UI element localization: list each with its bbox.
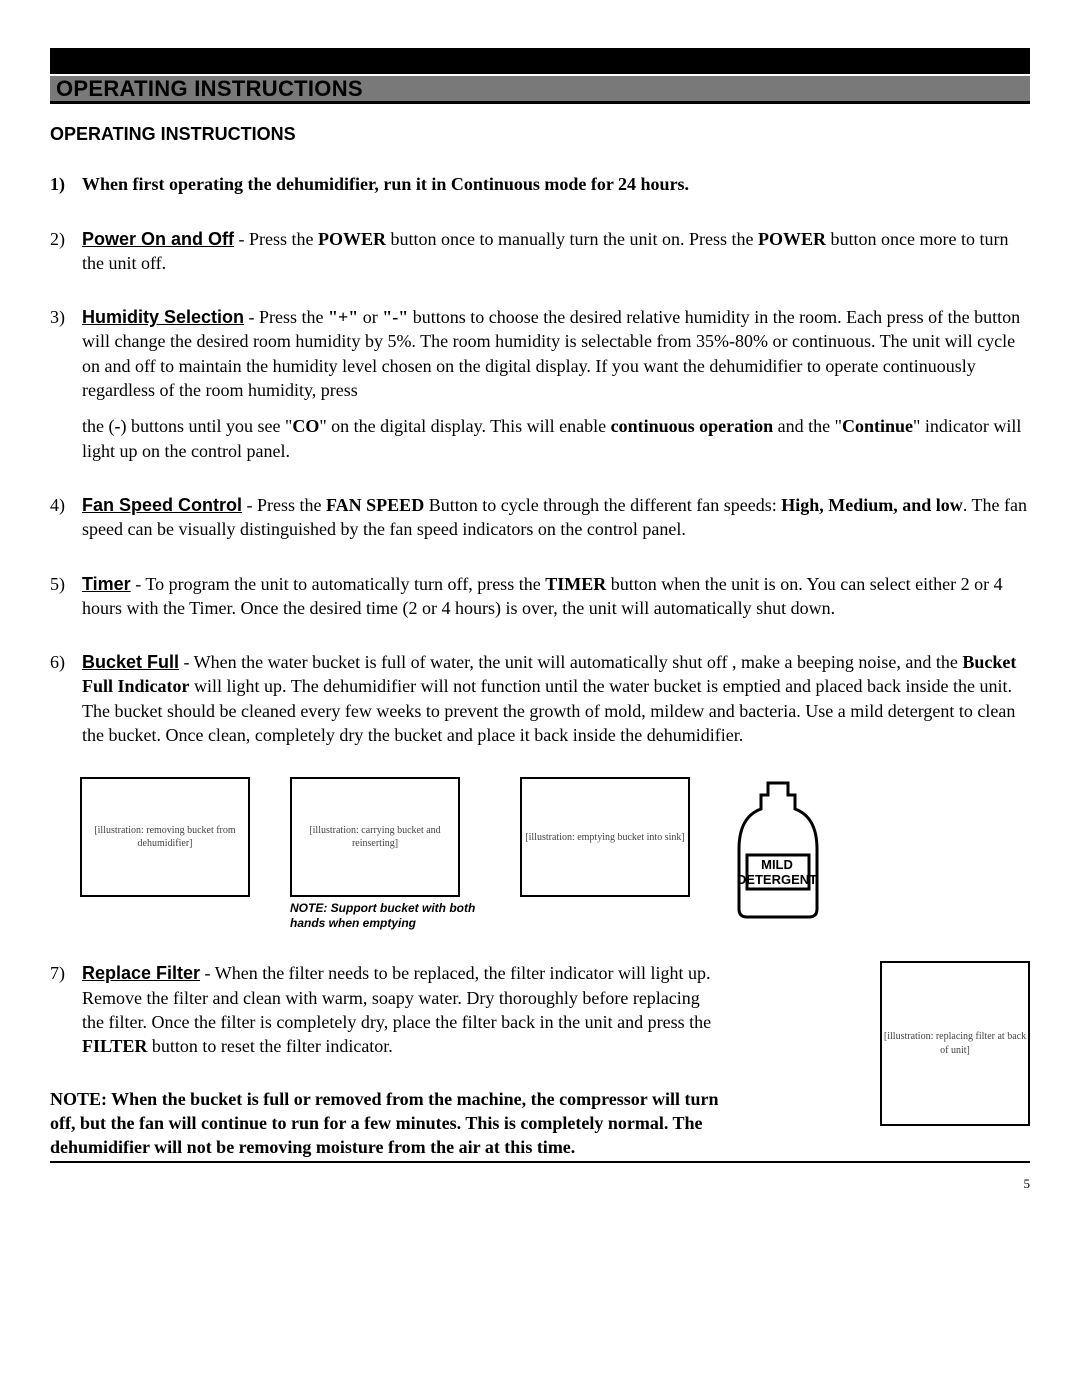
t: - To program the unit to automatically t… bbox=[131, 574, 545, 594]
b: CO bbox=[292, 416, 319, 436]
item-number: 6) bbox=[50, 650, 82, 747]
item6-label: Bucket Full bbox=[82, 652, 179, 672]
page-number: 5 bbox=[50, 1175, 1030, 1193]
instruction-item-2: 2) Power On and Off - Press the POWER bu… bbox=[50, 227, 1030, 276]
image-group-3: [illustration: emptying bucket into sink… bbox=[520, 777, 690, 897]
replace-filter-image: [illustration: replacing filter at back … bbox=[880, 961, 1030, 1126]
instruction-item-3: 3) Humidity Selection - Press the "+" or… bbox=[50, 305, 1030, 463]
b: continuous operation bbox=[611, 416, 774, 436]
item3-text: Humidity Selection - Press the "+" or "-… bbox=[82, 305, 1030, 463]
item-number: 1) bbox=[50, 172, 82, 196]
item3-label: Humidity Selection bbox=[82, 307, 244, 327]
instruction-item-4: 4) Fan Speed Control - Press the FAN SPE… bbox=[50, 493, 1030, 542]
section-title: OPERATING INSTRUCTIONS bbox=[56, 74, 363, 104]
item7-label: Replace Filter bbox=[82, 963, 200, 983]
carry-bucket-caption: NOTE: Support bucket with both hands whe… bbox=[290, 901, 480, 931]
item-number: 5) bbox=[50, 572, 82, 621]
t: Button to cycle through the different fa… bbox=[424, 495, 781, 515]
item2-text: Power On and Off - Press the POWER butto… bbox=[82, 227, 1030, 276]
instruction-item-1: 1) When first operating the dehumidifier… bbox=[50, 172, 1030, 196]
dehumidifier-remove-bucket-image: [illustration: removing bucket from dehu… bbox=[80, 777, 250, 897]
instruction-item-6: 6) Bucket Full - When the water bucket i… bbox=[50, 650, 1030, 747]
b: "+" bbox=[328, 307, 358, 327]
section-header-bar: OPERATING INSTRUCTIONS bbox=[50, 76, 1030, 104]
instruction-item-7-wrapper: [illustration: replacing filter at back … bbox=[50, 961, 1030, 1159]
item2-label: Power On and Off bbox=[82, 229, 234, 249]
item6-text: Bucket Full - When the water bucket is f… bbox=[82, 650, 1030, 747]
image-group-1: [illustration: removing bucket from dehu… bbox=[80, 777, 250, 897]
bottom-rule bbox=[50, 1161, 1030, 1163]
instruction-item-5: 5) Timer - To program the unit to automa… bbox=[50, 572, 1030, 621]
t: - Press the bbox=[244, 307, 328, 327]
detergent-bottle-image: MILD DETERGENT bbox=[730, 777, 825, 922]
b: "-" bbox=[382, 307, 408, 327]
t: and the " bbox=[773, 416, 842, 436]
t: will light up. The dehumidifier will not… bbox=[82, 676, 1015, 745]
carry-bucket-image: [illustration: carrying bucket and reins… bbox=[290, 777, 460, 897]
subheading-operating-instructions: OPERATING INSTRUCTIONS bbox=[50, 122, 1030, 146]
item1-text: When first operating the dehumidifier, r… bbox=[82, 172, 1030, 196]
t: or bbox=[358, 307, 382, 327]
bottle-label-line1: MILD bbox=[761, 857, 793, 872]
t: - Press the bbox=[234, 229, 318, 249]
item-number: 7) bbox=[50, 961, 82, 1058]
item4-label: Fan Speed Control bbox=[82, 495, 242, 515]
item-number: 4) bbox=[50, 493, 82, 542]
t: button to reset the filter indicator. bbox=[147, 1036, 392, 1056]
t: button once to manually turn the unit on… bbox=[386, 229, 758, 249]
item4-text: Fan Speed Control - Press the FAN SPEED … bbox=[82, 493, 1030, 542]
page-top-rule bbox=[50, 48, 1030, 74]
instruction-item-7: 7) Replace Filter - When the filter need… bbox=[50, 961, 860, 1058]
t: " on the digital display. This will enab… bbox=[319, 416, 610, 436]
item5-label: Timer bbox=[82, 574, 131, 594]
b: POWER bbox=[758, 229, 826, 249]
b: TIMER bbox=[545, 574, 606, 594]
item-number: 3) bbox=[50, 305, 82, 463]
image-group-2: [illustration: carrying bucket and reins… bbox=[290, 777, 480, 931]
bottle-label-line2: DETERGENT bbox=[737, 872, 817, 887]
b: FAN SPEED bbox=[326, 495, 424, 515]
item-number: 2) bbox=[50, 227, 82, 276]
bucket-illustrations-row: [illustration: removing bucket from dehu… bbox=[80, 777, 1030, 931]
empty-bucket-image: [illustration: emptying bucket into sink… bbox=[520, 777, 690, 897]
b: POWER bbox=[318, 229, 386, 249]
b: FILTER bbox=[82, 1036, 147, 1056]
t: the ( bbox=[82, 416, 114, 436]
b: High, Medium, and low bbox=[781, 495, 963, 515]
item7-text: Replace Filter - When the filter needs t… bbox=[82, 961, 722, 1058]
t: - When the water bucket is full of water… bbox=[179, 652, 962, 672]
t: - Press the bbox=[242, 495, 326, 515]
item5-text: Timer - To program the unit to automatic… bbox=[82, 572, 1030, 621]
compressor-note: NOTE: When the bucket is full or removed… bbox=[50, 1087, 740, 1160]
t: ) buttons until you see " bbox=[120, 416, 292, 436]
b: Continue bbox=[842, 416, 913, 436]
